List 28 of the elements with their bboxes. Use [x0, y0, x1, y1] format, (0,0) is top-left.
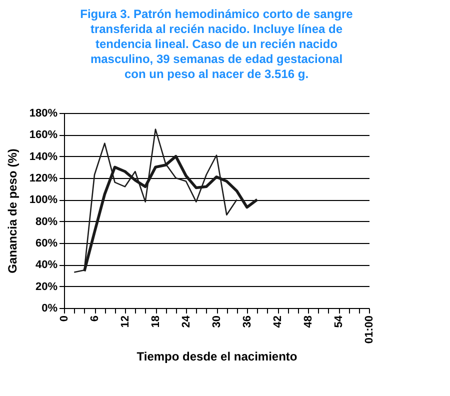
x-tick-label: 48 — [302, 316, 314, 328]
x-tick-label: 30 — [211, 316, 223, 328]
y-tick-label: 0% — [42, 302, 58, 314]
text: transferida al recién nacido. Incluye línea de — [90, 22, 343, 36]
text: masculino, 39 semanas de edad gestacional — [90, 52, 343, 66]
x-tick-label: 24 — [180, 314, 192, 328]
y-axis-title: Ganancia de peso (%) — [5, 148, 20, 274]
y-tick-label: 20% — [35, 280, 58, 293]
y-tick-label: 160% — [29, 129, 58, 142]
y-tick-label: 100% — [29, 194, 58, 206]
x-tick-label: 42 — [272, 316, 284, 328]
y-tick-label: 60% — [35, 238, 58, 250]
x-tick-label: 12 — [120, 316, 132, 328]
text: tendencia lineal. Caso de un recién nacido — [95, 37, 338, 51]
x-tick-label: 6 — [89, 316, 101, 322]
x-tick-label: 36 — [242, 316, 254, 328]
y-tick-label: 180% — [29, 108, 58, 120]
y-tick-label: 40% — [35, 259, 58, 272]
y-tick-label: 140% — [29, 150, 58, 163]
y-tick-label: 80% — [35, 216, 58, 228]
text: con un peso al nacer de 3.516 g. — [124, 67, 309, 81]
x-tick-label: 0 — [58, 316, 70, 322]
text: Figura 3. Patrón hemodinámico corto de sangre — [80, 7, 353, 21]
x-axis-title: Tiempo desde el nacimiento — [136, 350, 298, 364]
y-tick-label: 120% — [29, 172, 58, 184]
x-tick-label: 54 — [333, 314, 345, 328]
x-tick-label: 01:00 — [364, 316, 376, 344]
x-tick-label: 18 — [150, 316, 162, 328]
